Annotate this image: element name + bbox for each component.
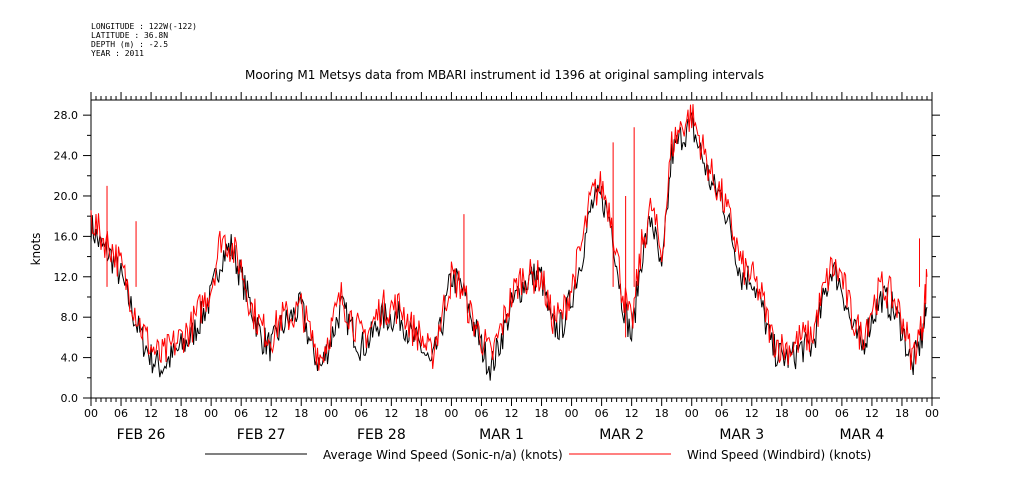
- y-tick-label: 28.0: [54, 109, 79, 122]
- hour-tick-label: 00: [805, 407, 819, 420]
- hour-tick-label: 18: [414, 407, 428, 420]
- hour-tick-label: 12: [384, 407, 398, 420]
- y-tick-label: 8.0: [61, 311, 79, 324]
- hour-tick-label: 06: [234, 407, 248, 420]
- hour-tick-label: 06: [114, 407, 128, 420]
- hour-tick-label: 06: [354, 407, 368, 420]
- hour-tick-label: 12: [865, 407, 879, 420]
- hour-tick-label: 00: [565, 407, 579, 420]
- hour-tick-label: 12: [505, 407, 519, 420]
- day-label: FEB 27: [237, 427, 286, 443]
- hour-tick-label: 18: [294, 407, 308, 420]
- hour-tick-label: 00: [444, 407, 458, 420]
- hour-tick-label: 18: [655, 407, 669, 420]
- hour-tick-label: 12: [625, 407, 639, 420]
- y-tick-label: 24.0: [54, 150, 79, 163]
- hour-tick-label: 00: [84, 407, 98, 420]
- hour-tick-label: 18: [174, 407, 188, 420]
- hour-tick-label: 00: [324, 407, 338, 420]
- depth-text: DEPTH (m) : -2.5: [91, 40, 169, 49]
- y-tick-label: 4.0: [61, 352, 79, 365]
- day-label: MAR 3: [719, 427, 764, 443]
- latitude-text: LATITUDE : 36.8N: [91, 31, 169, 40]
- day-label: MAR 1: [479, 427, 524, 443]
- hour-tick-label: 12: [264, 407, 278, 420]
- hour-tick-label: 18: [775, 407, 789, 420]
- legend-label-red: Wind Speed (Windbird) (knots): [687, 448, 871, 462]
- hour-tick-label: 00: [925, 407, 939, 420]
- day-label: FEB 26: [117, 427, 166, 443]
- plot-frame: [90, 99, 933, 399]
- hour-tick-label: 06: [715, 407, 729, 420]
- day-label: MAR 4: [840, 427, 885, 443]
- longitude-text: LONGITUDE : 122W(-122): [91, 22, 197, 31]
- y-tick-label: 0.0: [61, 392, 79, 405]
- y-tick-label: 20.0: [54, 190, 79, 203]
- series-line-windbird: [90, 104, 928, 371]
- day-label: FEB 28: [357, 427, 406, 443]
- y-tick-label: 12.0: [54, 271, 79, 284]
- hour-tick-label: 06: [595, 407, 609, 420]
- metadata-block: LONGITUDE : 122W(-122) LATITUDE : 36.8N …: [91, 22, 197, 58]
- hour-tick-label: 06: [835, 407, 849, 420]
- year-text: YEAR : 2011: [91, 49, 144, 58]
- hour-tick-label: 06: [474, 407, 488, 420]
- y-tick-label: 16.0: [54, 230, 79, 243]
- hour-tick-label: 00: [685, 407, 699, 420]
- hour-tick-label: 12: [745, 407, 759, 420]
- hour-tick-label: 12: [144, 407, 158, 420]
- hour-tick-label: 18: [895, 407, 909, 420]
- hour-tick-label: 00: [204, 407, 218, 420]
- hour-tick-label: 18: [535, 407, 549, 420]
- chart-title: Mooring M1 Metsys data from MBARI instru…: [245, 68, 764, 82]
- series-line-sonic: [90, 112, 928, 381]
- day-label: MAR 2: [599, 427, 644, 443]
- y-axis-label: knots: [29, 233, 43, 266]
- legend-label-black: Average Wind Speed (Sonic-n/a) (knots): [323, 448, 563, 462]
